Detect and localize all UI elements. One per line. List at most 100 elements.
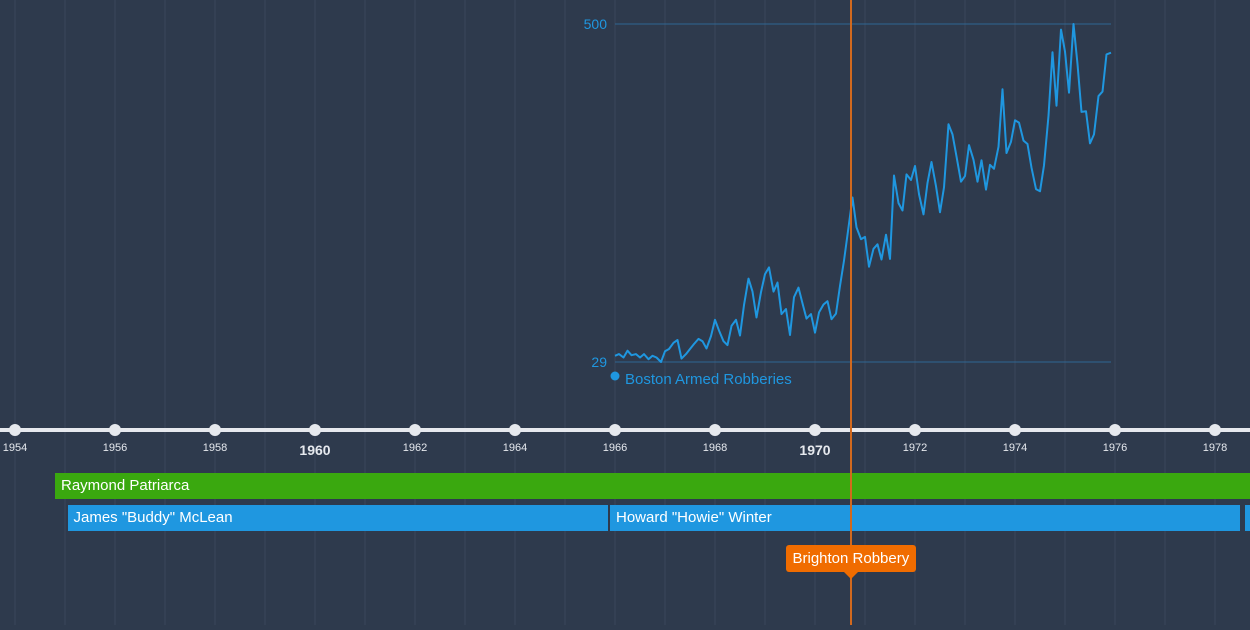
legend-label[interactable]: Boston Armed Robberies [625, 371, 792, 388]
chart-point [943, 186, 945, 188]
chart-point [639, 356, 641, 358]
chart-point [718, 329, 720, 331]
chart-point [702, 340, 704, 342]
event-brighton-robbery[interactable]: Brighton Robbery [785, 545, 917, 572]
axis-tick-dot [609, 424, 621, 436]
chart-point [760, 291, 762, 293]
chart-point [681, 358, 683, 360]
chart-point [877, 243, 879, 245]
chart-point [689, 348, 691, 350]
chart-point [960, 181, 962, 183]
chart-point [1052, 51, 1054, 53]
chart-y-label: 29 [591, 354, 607, 370]
chart-point [618, 353, 620, 355]
series-line-boston-armed-robberies[interactable] [614, 23, 1112, 363]
chart-point [656, 356, 658, 358]
time-cursor-line[interactable] [850, 0, 852, 625]
chart-point [1056, 105, 1058, 107]
chart-point [977, 181, 979, 183]
chart-point [710, 335, 712, 337]
axis-tick-dot [1109, 424, 1121, 436]
chart-point [927, 182, 929, 184]
axis-tick-label: 1958 [203, 442, 227, 454]
chart-point [785, 308, 787, 310]
chart-point [614, 355, 616, 357]
axis-tick-dot [509, 424, 521, 436]
chart-point [914, 165, 916, 167]
era-bar[interactable] [1245, 505, 1250, 531]
chart-point [935, 185, 937, 187]
chart-point [673, 342, 675, 344]
chart-point [773, 291, 775, 293]
chart-point [814, 332, 816, 334]
chart-point [1010, 141, 1012, 143]
chart-point [843, 260, 845, 262]
chart-point [868, 266, 870, 268]
chart-point [727, 344, 729, 346]
axis-tick-label: 1968 [703, 442, 727, 454]
chart-point [873, 248, 875, 250]
chart-point [893, 175, 895, 177]
chart-point [768, 266, 770, 268]
axis-tick-dot [1009, 424, 1021, 436]
chart-point [1035, 188, 1037, 190]
axis-tick-label: 1972 [903, 442, 927, 454]
chart-point [885, 234, 887, 236]
chart-point [902, 209, 904, 211]
era-bar[interactable]: Howard "Howie" Winter [610, 505, 1240, 531]
chart-point [1039, 190, 1041, 192]
chart-point [993, 168, 995, 170]
axis-tick-dot [9, 424, 21, 436]
axis-tick-label: 1964 [503, 442, 527, 454]
chart-point [660, 361, 662, 363]
axis-tick-dot [109, 424, 121, 436]
chart-point [664, 350, 666, 352]
chart-y-label: 500 [584, 16, 608, 32]
axis-tick-label: 1962 [403, 442, 427, 454]
axis-tick-label: 1978 [1203, 442, 1227, 454]
chart-point [823, 304, 825, 306]
axis-tick-dot [309, 424, 321, 436]
chart-point [652, 355, 654, 357]
axis-tick-label: 1966 [603, 442, 627, 454]
chart-point [889, 258, 891, 260]
chart-point [964, 175, 966, 177]
axis-tick-label: 1976 [1103, 442, 1127, 454]
legend-dot-icon [610, 371, 620, 381]
axis-tick-dot [809, 424, 821, 436]
axis-tick-dot [909, 424, 921, 436]
chart-point [706, 347, 708, 349]
chart-point [839, 285, 841, 287]
chart-point [985, 189, 987, 191]
era-bar[interactable]: Raymond Patriarca [55, 473, 1250, 499]
axis-tick-label: 1956 [103, 442, 127, 454]
axis-tick-dot [409, 424, 421, 436]
chart-point [1081, 111, 1083, 113]
chart-point [648, 358, 650, 360]
event-label-text: Brighton Robbery [792, 550, 910, 567]
chart-point [748, 278, 750, 280]
chart-point [789, 334, 791, 336]
chart-point [1027, 143, 1029, 145]
chart-point [998, 146, 1000, 148]
chart-point [881, 258, 883, 260]
chart-point [827, 300, 829, 302]
chart-point [1106, 53, 1108, 55]
chart-point [860, 238, 862, 240]
chart-point [956, 155, 958, 157]
chart-point [1023, 140, 1025, 142]
chart-point [1089, 142, 1091, 144]
chart-point [764, 273, 766, 275]
chart-point [1048, 115, 1050, 117]
chart-point [1043, 164, 1045, 166]
axis-tick-label: 1970 [799, 442, 830, 458]
chart-point [793, 296, 795, 298]
chart-point [918, 193, 920, 195]
chart-point [923, 213, 925, 215]
chart-point [1060, 29, 1062, 31]
era-bar[interactable]: James "Buddy" McLean [67, 505, 608, 531]
chart-point [856, 226, 858, 228]
chart-point [1093, 133, 1095, 135]
chart-point [698, 338, 700, 340]
